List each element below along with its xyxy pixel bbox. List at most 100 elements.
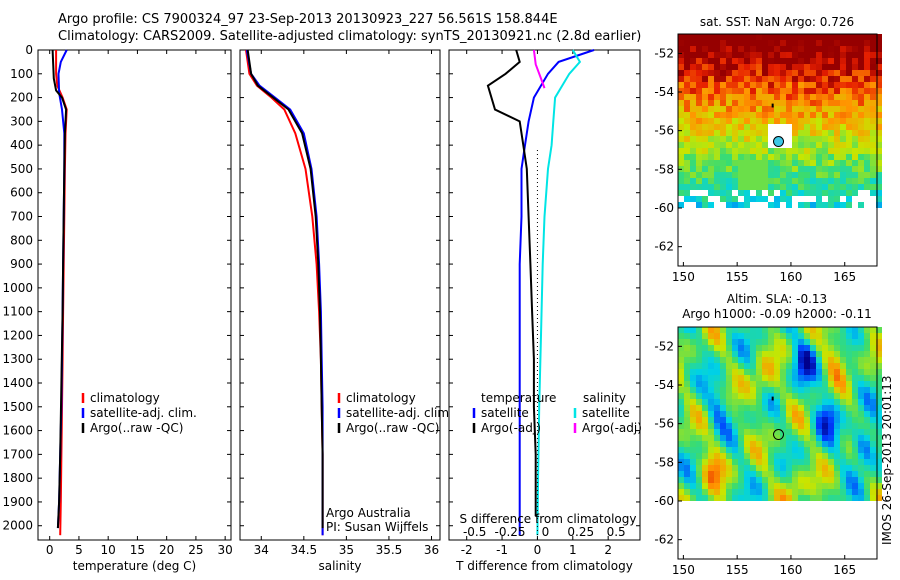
map-cell xyxy=(828,76,834,82)
map-cell xyxy=(876,339,882,345)
map-cell xyxy=(780,339,786,345)
map-cell xyxy=(726,52,732,58)
map-cell xyxy=(810,351,816,357)
map-cell xyxy=(876,453,882,459)
map-cell xyxy=(756,447,762,453)
map-cell xyxy=(858,142,864,148)
map-cell xyxy=(744,441,750,447)
map-cell xyxy=(786,477,792,483)
map-cell xyxy=(702,375,708,381)
map-cell xyxy=(858,381,864,387)
map-cell xyxy=(810,435,816,441)
map-cell xyxy=(750,441,756,447)
map-cell xyxy=(696,112,702,118)
map-cell xyxy=(690,130,696,136)
map-cell xyxy=(732,88,738,94)
map-cell xyxy=(690,184,696,190)
map-cell xyxy=(780,393,786,399)
map-cell xyxy=(780,46,786,52)
map-cell xyxy=(810,393,816,399)
map-cell xyxy=(876,411,882,417)
map-cell xyxy=(822,495,828,501)
map-cell xyxy=(738,423,744,429)
map-cell xyxy=(864,471,870,477)
map-cell xyxy=(858,399,864,405)
map-cell xyxy=(756,339,762,345)
map-cell xyxy=(750,58,756,64)
map-cell xyxy=(840,34,846,40)
map-cell xyxy=(852,441,858,447)
map-cell xyxy=(708,495,714,501)
map-cell xyxy=(864,94,870,100)
map-cell xyxy=(816,76,822,82)
map-cell xyxy=(804,160,810,166)
map-cell xyxy=(822,411,828,417)
legend-label: Argo(-adj) xyxy=(582,421,642,435)
map-cell xyxy=(816,483,822,489)
map-cell xyxy=(702,435,708,441)
map-cell xyxy=(822,130,828,136)
map-cell xyxy=(870,483,876,489)
map-cell xyxy=(858,357,864,363)
map-cell xyxy=(756,34,762,40)
map-cell xyxy=(798,46,804,52)
map-cell xyxy=(816,124,822,130)
map-cell xyxy=(714,190,720,196)
map-cell xyxy=(786,82,792,88)
map-cell xyxy=(714,166,720,172)
map-cell xyxy=(852,489,858,495)
map-cell xyxy=(684,453,690,459)
map-cell xyxy=(822,369,828,375)
map-cell xyxy=(780,465,786,471)
map-cell xyxy=(792,136,798,142)
map-cell xyxy=(750,495,756,501)
x-tick-label: 34 xyxy=(254,543,269,557)
map-cell xyxy=(804,64,810,70)
map-cell xyxy=(852,459,858,465)
map-cell xyxy=(852,100,858,106)
map-cell xyxy=(858,76,864,82)
map-cell xyxy=(846,70,852,76)
map-cell xyxy=(738,483,744,489)
map-cell xyxy=(762,154,768,160)
map-cell xyxy=(738,489,744,495)
map-cell xyxy=(816,166,822,172)
map-cell xyxy=(738,94,744,100)
map-cell xyxy=(696,393,702,399)
map-cell xyxy=(696,345,702,351)
map-cell xyxy=(864,142,870,148)
map-cell xyxy=(720,363,726,369)
map-cell xyxy=(798,381,804,387)
map-cell xyxy=(762,369,768,375)
map-cell xyxy=(768,483,774,489)
map-cell xyxy=(858,393,864,399)
map-cell xyxy=(744,393,750,399)
map-cell xyxy=(732,483,738,489)
map-cell xyxy=(852,327,858,333)
map-cell xyxy=(702,339,708,345)
map-cell xyxy=(708,333,714,339)
map-cell xyxy=(822,435,828,441)
map-cell xyxy=(828,471,834,477)
map-cell xyxy=(768,453,774,459)
map-cell xyxy=(702,483,708,489)
map-cell xyxy=(828,387,834,393)
map-cell xyxy=(702,148,708,154)
map-cell xyxy=(732,184,738,190)
legend-label: satellite-adj. clim. xyxy=(346,406,453,420)
map-cell xyxy=(762,82,768,88)
map-cell xyxy=(840,202,846,208)
map-cell xyxy=(738,130,744,136)
map-cell xyxy=(864,465,870,471)
map-cell xyxy=(714,495,720,501)
map-cell xyxy=(858,333,864,339)
y-tick-label: -62 xyxy=(654,533,674,547)
map-cell xyxy=(786,447,792,453)
map-cell xyxy=(786,327,792,333)
map-cell xyxy=(810,363,816,369)
map-cell xyxy=(714,70,720,76)
map-cell xyxy=(840,435,846,441)
map-cell xyxy=(792,465,798,471)
map-cell xyxy=(714,124,720,130)
